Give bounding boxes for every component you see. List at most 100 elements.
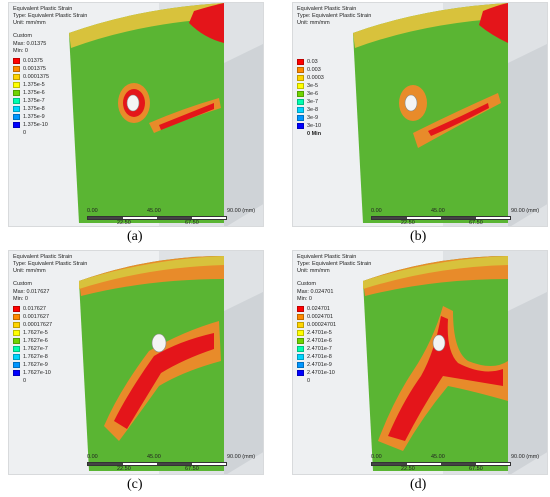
legend-label: 1.7627e-5 xyxy=(23,329,48,336)
legend-row: 3e-8 xyxy=(297,106,324,114)
legend-swatch xyxy=(13,90,20,96)
legend-swatch xyxy=(297,330,304,336)
legend-row: 0.0017627 xyxy=(13,313,52,321)
legend-row: 0.00017627 xyxy=(13,321,52,329)
legend-swatch xyxy=(297,314,304,320)
legend-swatch xyxy=(297,59,304,65)
legend-swatch xyxy=(13,82,20,88)
legend-swatch xyxy=(297,83,304,89)
legend-label: 0.0017627 xyxy=(23,313,49,320)
legend-row: 0.03 xyxy=(297,58,324,66)
legend-label: 2.4701e-6 xyxy=(307,337,332,344)
legend-row: 1.7627e-7 xyxy=(13,345,52,353)
legend-row: 0.024701 xyxy=(297,305,336,313)
legend-swatch xyxy=(13,338,20,344)
legend-label: 2.4701e-9 xyxy=(307,361,332,368)
legend-swatch xyxy=(297,346,304,352)
legend-swatch xyxy=(297,107,304,113)
legend-row: 1.7627e-6 xyxy=(13,337,52,345)
legend-label: 1.7627e-7 xyxy=(23,345,48,352)
legend-swatch xyxy=(13,314,20,320)
legend-label: 0.0003 xyxy=(307,74,324,81)
legend-label: 0 xyxy=(23,377,27,384)
legend-swatch xyxy=(297,354,304,360)
legend-swatch xyxy=(297,306,304,312)
caption-d: (d) xyxy=(410,477,427,492)
legend-label: 0 Min xyxy=(307,130,322,137)
legend-label: 0.00024701 xyxy=(307,321,337,328)
legend-swatch xyxy=(297,115,304,121)
legend-row: 2.4701e-10 xyxy=(297,369,336,377)
scale-bar-b: 0.00 45.00 90.00 (mm) 22.50 67.50 xyxy=(371,208,540,226)
legend-label: 2.4701e-8 xyxy=(307,353,332,360)
legend-label: 1.7627e-8 xyxy=(23,353,48,360)
legend-label: 1.375e-8 xyxy=(23,105,45,112)
legend-row: 3e-9 xyxy=(297,114,324,122)
legend-swatch xyxy=(13,66,20,72)
legend-row: 2.4701e-5 xyxy=(297,329,336,337)
legend-row: 1.7627e-8 xyxy=(13,353,52,361)
legend-label: 2.4701e-7 xyxy=(307,345,332,352)
legend-swatch xyxy=(13,74,20,80)
legend-swatch xyxy=(297,75,304,81)
legend-row: 1.375e-7 xyxy=(13,97,49,105)
legend-label: 1.7627e-9 xyxy=(23,361,48,368)
legend-swatch xyxy=(13,106,20,112)
legend-label: 0 xyxy=(307,377,311,384)
legend-d: Custom Max: 0.024701 Min: 0 0.024701 0.00… xyxy=(297,281,337,385)
legend-a: Custom Max: 0.01375 Min: 0 0.01375 0.0013… xyxy=(13,33,49,137)
legend-row: 2.4701e-9 xyxy=(297,361,336,369)
legend-label: 0.017627 xyxy=(23,305,46,312)
legend-swatch xyxy=(13,98,20,104)
legend-label: 3e-9 xyxy=(307,114,319,121)
legend-label: 3e-5 xyxy=(307,82,319,89)
legend-swatch xyxy=(13,122,20,128)
fe-model-d xyxy=(363,251,547,474)
legend-row: 2.4701e-6 xyxy=(297,337,336,345)
legend-row: 0.0024701 xyxy=(297,313,336,321)
legend-row: 0.0003 xyxy=(297,74,324,82)
legend-row: 0 Min xyxy=(297,130,324,138)
legend-row: 0 xyxy=(297,377,336,385)
panel-b: Equivalent Plastic Strain Type: Equivale… xyxy=(292,2,548,227)
legend-swatch xyxy=(297,370,304,376)
legend-swatch xyxy=(297,67,304,73)
legend-swatch xyxy=(13,330,20,336)
legend-b: 0.03 0.003 0.0003 3e-5 3e-6 3e-7 3e-8 3e-9 3e-10… xyxy=(297,58,324,138)
legend-row: 2.4701e-8 xyxy=(297,353,336,361)
header-a: Equivalent Plastic Strain Type: Equivale… xyxy=(13,6,88,26)
legend-row: 3e-6 xyxy=(297,90,324,98)
legend-row: 1.7627e-9 xyxy=(13,361,52,369)
legend-swatch xyxy=(297,338,304,344)
legend-label: 1.375e-5 xyxy=(23,81,45,88)
legend-label: 3e-6 xyxy=(307,90,319,97)
legend-label: 0.024701 xyxy=(307,305,330,312)
legend-label: 0.001375 xyxy=(23,65,46,72)
legend-label: 1.375e-9 xyxy=(23,113,45,120)
legend-label: 2.4701e-10 xyxy=(307,369,335,376)
fe-model-b xyxy=(353,3,547,226)
legend-row: 0.01375 xyxy=(13,57,49,65)
legend-row: 0 xyxy=(13,129,49,137)
panel-d: Equivalent Plastic Strain Type: Equivale… xyxy=(292,250,548,475)
legend-row: 1.375e-9 xyxy=(13,113,49,121)
legend-row: 0.003 xyxy=(297,66,324,74)
legend-label: 1.7627e-6 xyxy=(23,337,48,344)
legend-label: 1.375e-10 xyxy=(23,121,48,128)
header-c: Equivalent Plastic Strain Type: Equivale… xyxy=(13,254,88,274)
legend-label: 2.4701e-5 xyxy=(307,329,332,336)
legend-label: 1.7627e-10 xyxy=(23,369,51,376)
legend-row: 0.017627 xyxy=(13,305,52,313)
fe-model-c xyxy=(79,251,263,474)
caption-b: (b) xyxy=(410,229,427,244)
legend-label: 1.375e-7 xyxy=(23,97,45,104)
fe-model-a xyxy=(69,3,263,226)
legend-row: 1.375e-10 xyxy=(13,121,49,129)
legend-row: 0.00024701 xyxy=(297,321,336,329)
legend-swatch xyxy=(297,123,304,129)
legend-label: 3e-7 xyxy=(307,98,319,105)
legend-row: 3e-5 xyxy=(297,82,324,90)
legend-row: 3e-7 xyxy=(297,98,324,106)
legend-label: 0.0001375 xyxy=(23,73,49,80)
legend-row: 0.0001375 xyxy=(13,73,49,81)
